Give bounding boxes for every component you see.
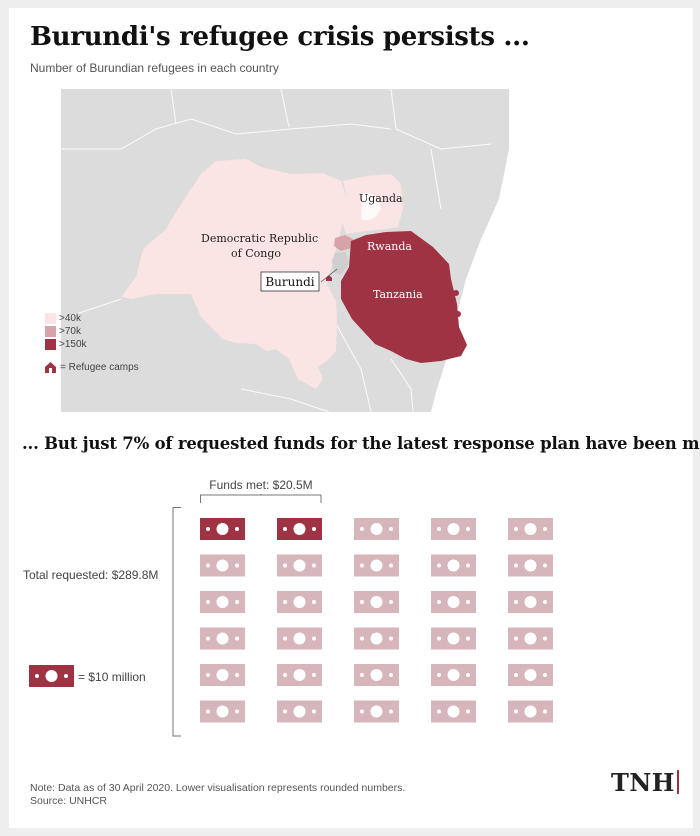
bill-unfunded xyxy=(508,627,553,650)
bill-unfunded xyxy=(354,554,399,577)
legend-swatch xyxy=(45,339,56,350)
legend-label: >40k xyxy=(59,313,81,324)
bill-unfunded xyxy=(508,554,553,577)
funds-met-bracket xyxy=(200,494,322,503)
legend-swatch xyxy=(45,326,56,337)
legend-item: >70k xyxy=(45,325,139,338)
funding-heading: ... But just 7% of requested funds for t… xyxy=(22,434,700,453)
refugee-map: Democratic Republic of Congo Uganda Rwan… xyxy=(61,89,509,412)
bill-funded xyxy=(277,518,322,540)
label-burundi: Burundi xyxy=(265,275,314,289)
bill-unfunded xyxy=(508,700,553,723)
legend-item: >40k xyxy=(45,312,139,325)
bill-unfunded xyxy=(431,554,476,577)
bill-unfunded xyxy=(508,518,553,540)
bill-unfunded xyxy=(431,627,476,650)
refugee-camp-icon xyxy=(45,362,56,373)
bill-unfunded xyxy=(354,664,399,686)
refugee-camp-markers xyxy=(326,268,368,290)
bill-unfunded xyxy=(200,664,245,686)
label-rwanda: Rwanda xyxy=(367,240,412,253)
burundi-label-box xyxy=(260,271,320,292)
bill-unfunded xyxy=(277,554,322,577)
legend-camp-item: = Refugee camps xyxy=(45,362,139,373)
key-label: = $10 million xyxy=(78,670,146,684)
bill-unfunded xyxy=(277,664,322,686)
bill-unfunded xyxy=(354,700,399,723)
bill-unfunded xyxy=(277,591,322,613)
bill-unfunded xyxy=(431,664,476,686)
bill-unfunded xyxy=(277,700,322,723)
label-uganda: Uganda xyxy=(359,192,403,205)
note-text: Note: Data as of 30 April 2020. Lower vi… xyxy=(30,782,406,794)
total-requested-label: Total requested: $289.8M xyxy=(23,568,159,582)
bill-unfunded xyxy=(431,700,476,723)
bill-unfunded xyxy=(200,627,245,650)
source-text: Source: UNHCR xyxy=(30,795,108,807)
tnh-logo: TNH xyxy=(611,768,679,797)
bill-funded xyxy=(200,518,245,540)
logo-text: TNH xyxy=(611,768,675,797)
drc-shape xyxy=(121,159,347,389)
bill-unfunded xyxy=(508,664,553,686)
logo-bar xyxy=(676,770,679,794)
legend-swatch xyxy=(45,313,56,324)
legend-item: >150k xyxy=(45,338,139,351)
bill-unfunded xyxy=(200,591,245,613)
bill-unfunded xyxy=(354,518,399,540)
rwanda-shape xyxy=(334,235,353,251)
funds-bill-grid xyxy=(200,518,553,723)
bill-unfunded xyxy=(431,591,476,613)
bill-unfunded xyxy=(431,518,476,540)
footnote: Note: Data as of 30 April 2020. Lower vi… xyxy=(30,782,405,808)
key-bill-icon xyxy=(29,665,74,687)
tanzania-shape xyxy=(341,231,467,363)
legend-camp-label: = Refugee camps xyxy=(60,362,139,373)
legend-label: >150k xyxy=(59,339,87,350)
funds-met-label: Funds met: $20.5M xyxy=(209,478,313,492)
bill-unfunded xyxy=(200,700,245,723)
legend-label: >70k xyxy=(59,326,81,337)
bill-unfunded xyxy=(277,627,322,650)
label-drc-line1: Democratic Republic xyxy=(201,232,318,245)
bill-unfunded xyxy=(508,591,553,613)
map-subtitle: Number of Burundian refugees in each cou… xyxy=(30,61,279,75)
map-legend: >40k >70k >150k = Refugee camps xyxy=(45,312,139,373)
page-title: Burundi's refugee crisis persists ... xyxy=(30,22,530,52)
label-tanzania: Tanzania xyxy=(373,288,423,301)
bill-unfunded xyxy=(354,627,399,650)
total-bracket xyxy=(172,507,181,737)
label-drc-line2: of Congo xyxy=(231,247,281,260)
bill-unfunded xyxy=(354,591,399,613)
bill-unfunded xyxy=(200,554,245,577)
